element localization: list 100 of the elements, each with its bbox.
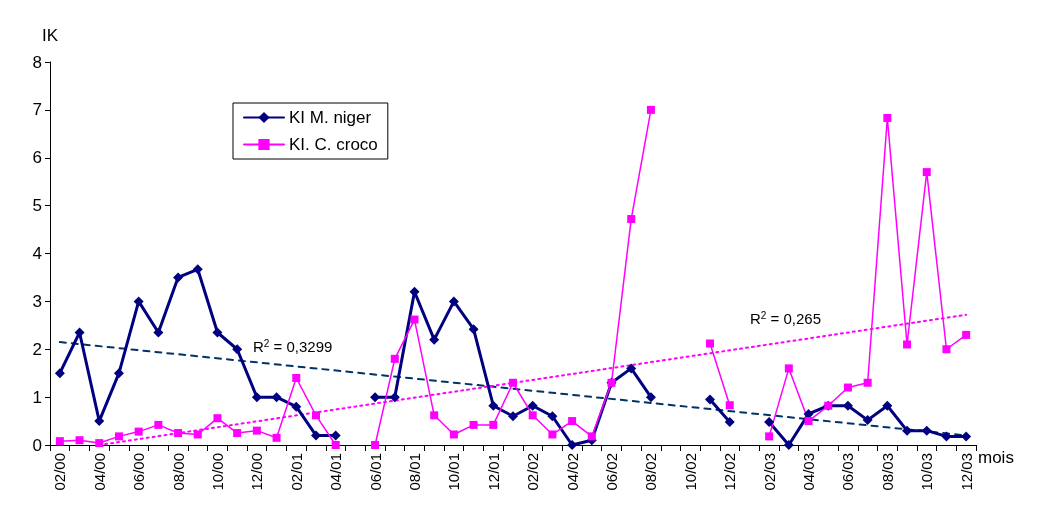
x-tick-label: 02/02 (524, 453, 542, 491)
point (765, 432, 774, 441)
x-tick-label: 12/03 (957, 453, 975, 491)
point (962, 330, 971, 339)
x-tick-label: 10/03 (918, 453, 936, 491)
point (803, 408, 814, 419)
point (488, 400, 499, 411)
point (232, 344, 243, 355)
x-tick-label: 04/03 (800, 453, 818, 491)
point (310, 430, 321, 441)
point (568, 417, 577, 426)
point (468, 324, 479, 335)
y-tick-label: 7 (32, 100, 42, 120)
x-axis-title: mois (978, 448, 1014, 467)
x-tick-label: 08/00 (169, 453, 187, 491)
y-tick-label: 5 (32, 196, 42, 216)
point (213, 414, 222, 423)
y-tick-label: 1 (32, 387, 42, 407)
point (54, 368, 65, 379)
point (114, 432, 123, 441)
point (548, 430, 557, 439)
x-tick-label: 06/02 (603, 453, 621, 491)
point (95, 439, 104, 448)
point (291, 401, 302, 412)
point (903, 340, 912, 349)
point (863, 378, 872, 387)
point (430, 411, 439, 420)
point (192, 264, 203, 275)
x-tick-label: 02/01 (287, 453, 305, 491)
point (724, 417, 735, 428)
x-tick-label: 10/00 (208, 453, 226, 491)
x-tick-label: 08/01 (405, 453, 423, 491)
point (74, 327, 85, 338)
point (330, 430, 341, 441)
point (173, 272, 184, 283)
point (547, 411, 558, 422)
point (489, 420, 498, 429)
point (804, 417, 813, 426)
point (883, 114, 892, 123)
x-tick-label: 12/02 (721, 453, 739, 491)
point (410, 315, 419, 324)
point (764, 417, 775, 428)
point (784, 364, 793, 373)
point (153, 327, 164, 338)
point (627, 215, 636, 224)
x-tick-label: 04/00 (90, 453, 108, 491)
x-tick-label: 12/01 (484, 453, 502, 491)
x-tick-label: 02/00 (51, 453, 69, 491)
point (252, 426, 261, 435)
x-tick-label: 10/02 (681, 453, 699, 491)
point (587, 432, 596, 441)
y-tick-label: 0 (32, 435, 42, 455)
point (567, 440, 578, 450)
legend-label: KI. C. croco (289, 135, 378, 154)
point (390, 354, 399, 363)
point (646, 105, 655, 114)
point (233, 429, 242, 438)
point (448, 296, 459, 307)
point (371, 441, 380, 449)
point (271, 392, 282, 403)
y-tick-label: 4 (32, 244, 42, 263)
x-tick-label: 08/02 (642, 453, 660, 491)
point (862, 415, 873, 426)
point (154, 420, 163, 429)
point (706, 339, 715, 348)
point (725, 401, 734, 410)
legend-label: KI M. niger (289, 108, 372, 127)
x-tick-label: 04/01 (327, 453, 345, 491)
point (961, 431, 972, 442)
point (134, 427, 143, 436)
point (193, 430, 202, 439)
point (509, 378, 517, 387)
x-tick-label: 04/02 (563, 453, 581, 491)
x-tick-label: 06/03 (839, 453, 857, 491)
y-tick-label: 8 (32, 52, 42, 72)
point (449, 430, 458, 439)
point (843, 383, 852, 392)
x-tick-label: 08/03 (878, 453, 896, 491)
x-tick-label: 02/03 (760, 453, 778, 491)
point (508, 411, 518, 422)
point (645, 392, 656, 403)
point (527, 400, 538, 411)
point (75, 436, 84, 445)
y-axis-title: IK (41, 26, 59, 45)
point (429, 334, 440, 345)
point (113, 368, 124, 379)
point (174, 429, 183, 438)
x-tick-label: 12/00 (248, 453, 266, 491)
point (528, 411, 537, 420)
y-tick-label: 2 (32, 339, 42, 359)
point (55, 437, 64, 446)
point (922, 168, 931, 177)
point (251, 392, 262, 403)
point (942, 345, 951, 354)
point (212, 327, 223, 338)
point (882, 400, 893, 411)
point (133, 296, 144, 307)
y-tick-label: 6 (32, 148, 42, 168)
point (705, 394, 716, 405)
x-tick-label: 06/01 (366, 453, 384, 491)
